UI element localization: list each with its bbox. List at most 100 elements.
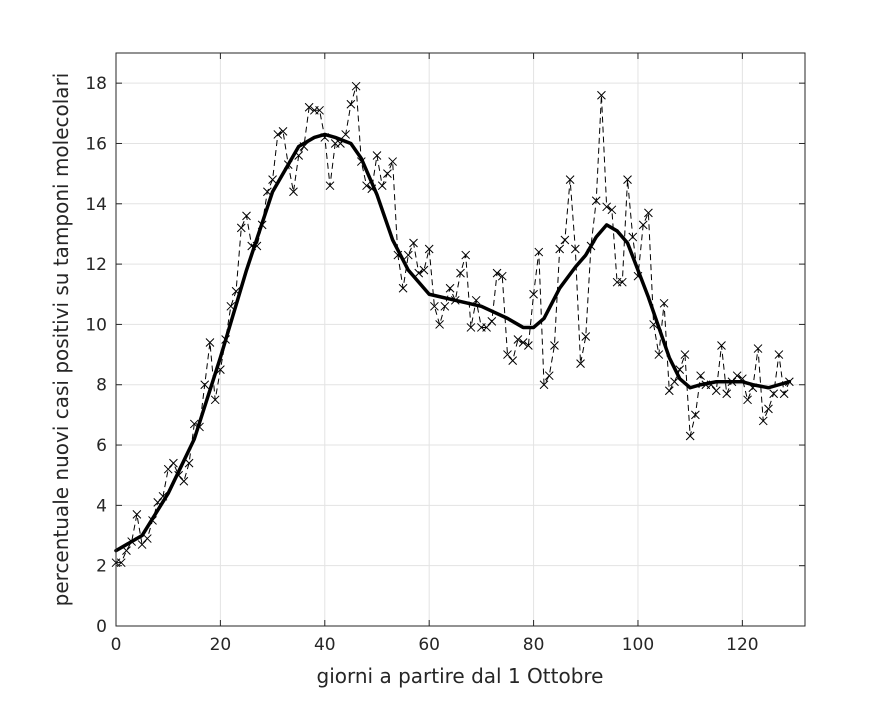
data-point-marker <box>351 81 361 91</box>
y-tick-label: 16 <box>85 134 107 154</box>
data-point-marker <box>205 338 215 347</box>
series-layer <box>111 81 794 568</box>
data-point-marker <box>565 175 575 185</box>
data-point-marker <box>743 395 752 405</box>
y-tick-label: 12 <box>85 255 107 275</box>
data-point-marker <box>388 157 397 166</box>
data-point-marker <box>544 371 554 381</box>
daily-markers <box>111 81 794 568</box>
data-point-marker <box>372 151 382 160</box>
data-point-marker <box>383 169 392 178</box>
data-point-marker <box>581 332 591 341</box>
data-point-marker <box>362 181 371 191</box>
plot-area <box>116 53 805 626</box>
x-tick-label: 80 <box>523 635 545 655</box>
data-point-marker <box>769 389 779 399</box>
data-point-marker <box>524 341 533 350</box>
data-point-marker <box>644 208 653 218</box>
data-point-marker <box>184 458 194 468</box>
data-point-marker <box>534 247 544 257</box>
data-point-marker <box>315 105 324 115</box>
x-tick-label: 120 <box>726 635 758 655</box>
y-tick-label: 6 <box>96 436 107 456</box>
data-point-marker <box>289 187 298 197</box>
data-point-marker <box>550 341 559 350</box>
data-point-marker <box>576 359 585 368</box>
data-point-marker <box>623 175 632 185</box>
data-point-marker <box>424 244 434 254</box>
y-tick-label: 8 <box>96 376 107 396</box>
data-point-marker <box>419 265 429 275</box>
x-tick-label: 100 <box>622 635 654 655</box>
data-point-marker <box>137 540 147 549</box>
plot-frame <box>115 52 806 627</box>
data-point-marker <box>163 464 173 474</box>
data-point-marker <box>753 344 763 353</box>
data-point-marker <box>638 220 648 230</box>
y-tick-label: 14 <box>85 195 107 215</box>
data-point-marker <box>774 350 784 359</box>
data-point-marker <box>142 534 152 543</box>
daily-series-line <box>116 86 790 564</box>
y-tick-label: 18 <box>85 74 107 94</box>
data-point-marker <box>696 371 705 381</box>
data-point-marker <box>570 244 580 254</box>
data-point-marker <box>435 320 444 329</box>
data-point-marker <box>487 317 497 326</box>
data-point-marker <box>278 127 288 136</box>
data-point-marker <box>414 268 424 278</box>
data-point-marker <box>409 238 418 248</box>
data-point-marker <box>482 323 491 332</box>
data-point-marker <box>654 350 664 359</box>
x-tick-label: 60 <box>418 635 440 655</box>
data-point-marker <box>685 431 695 441</box>
data-point-marker <box>268 175 277 185</box>
data-point-marker <box>758 416 768 426</box>
y-axis-label: percentuale nuovi casi positivi su tampo… <box>49 73 73 607</box>
data-point-marker <box>466 323 476 332</box>
x-tick-label: 0 <box>111 635 122 655</box>
data-point-marker <box>732 371 742 381</box>
data-point-marker <box>210 395 220 405</box>
data-point-marker <box>346 99 356 109</box>
data-point-marker <box>242 211 251 221</box>
x-tick-label: 20 <box>210 635 232 655</box>
data-point-marker <box>200 380 210 390</box>
data-point-marker <box>717 341 726 350</box>
data-point-marker <box>440 301 450 311</box>
data-point-marker <box>560 235 570 245</box>
data-point-marker <box>132 510 142 519</box>
data-point-marker <box>492 268 502 278</box>
data-point-marker <box>602 202 612 212</box>
y-tick-label: 0 <box>96 617 107 637</box>
data-point-marker <box>779 389 789 399</box>
data-point-marker <box>617 277 627 287</box>
x-tick-label: 40 <box>314 635 336 655</box>
data-point-marker <box>680 350 690 359</box>
data-point-marker <box>179 476 189 486</box>
data-point-marker <box>273 130 283 139</box>
data-point-marker <box>513 335 523 344</box>
data-point-marker <box>456 268 465 278</box>
data-point-marker <box>236 223 246 233</box>
y-tick-label: 2 <box>96 557 107 577</box>
data-point-marker <box>430 301 439 311</box>
data-point-marker <box>555 244 565 254</box>
y-tick-label: 4 <box>96 496 107 516</box>
data-point-marker <box>607 205 617 215</box>
data-point-marker <box>518 338 528 347</box>
data-point-marker <box>670 377 679 387</box>
y-tick-label: 10 <box>85 315 107 335</box>
data-point-marker <box>628 232 638 242</box>
data-point-marker <box>711 386 721 396</box>
data-point-marker <box>169 458 178 468</box>
data-point-marker <box>764 404 773 414</box>
data-point-marker <box>497 271 507 281</box>
data-point-marker <box>659 298 669 308</box>
data-point-marker <box>445 283 455 293</box>
data-point-marker <box>508 356 518 365</box>
data-point-marker <box>461 250 471 260</box>
x-axis-label: giorni a partire dal 1 Ottobre <box>317 664 604 688</box>
data-point-marker <box>341 130 351 139</box>
data-point-marker <box>398 283 408 293</box>
